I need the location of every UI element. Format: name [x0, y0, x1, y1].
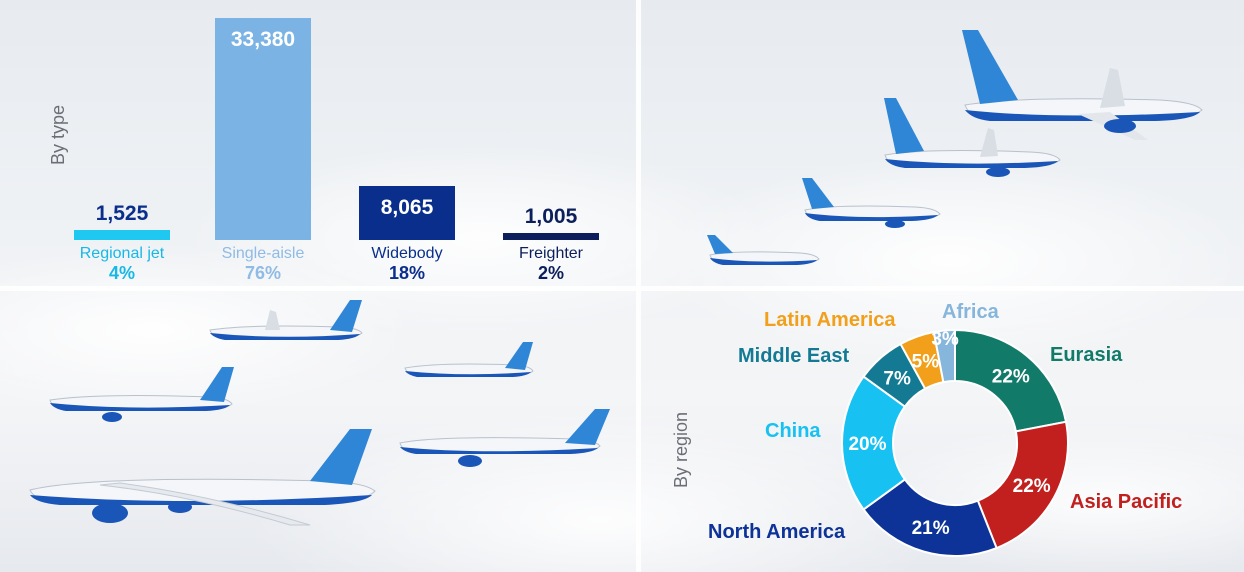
- region-label-north-america: North America: [708, 521, 846, 543]
- slice-china: [841, 375, 907, 511]
- bar-regional-jet: [74, 230, 170, 240]
- category-label: Single-aisle: [221, 245, 305, 262]
- widebody-planes-icon: [29, 300, 610, 526]
- by-region-axis-title: By region: [671, 411, 691, 488]
- slice-percent-label: 22%: [992, 367, 1030, 388]
- 737-max-planes-icon: [707, 30, 1203, 265]
- region-label-africa: Africa: [942, 301, 999, 323]
- bar-value-label: 1,005: [524, 205, 578, 228]
- plane-737-mid: [884, 98, 1061, 177]
- category-label: Widebody: [371, 245, 443, 262]
- bar-value-label: 1,525: [95, 202, 149, 225]
- category-percent-label: 4%: [108, 263, 135, 283]
- plane-737-large: [962, 30, 1203, 140]
- plane-787-left: [49, 367, 234, 422]
- slice-africa: [932, 328, 956, 384]
- category-percent-label: 2%: [537, 263, 564, 283]
- bar-widebody: [359, 186, 455, 240]
- category-percent-label: 18%: [388, 263, 426, 283]
- slice-percent-label: 5%: [912, 352, 940, 373]
- region-label-middle-east: Middle East: [738, 345, 850, 367]
- category-label: Regional jet: [79, 245, 165, 262]
- quadrant-divider-horizontal: [0, 286, 1244, 291]
- plane-737-small: [802, 178, 941, 228]
- slice-percent-label: 20%: [848, 434, 886, 455]
- plane-737-tiny: [707, 235, 820, 265]
- plane-787-right: [404, 342, 534, 377]
- slice-percent-label: 21%: [912, 518, 950, 539]
- by-region-donut-chart: 22% 22% 21% 20% 7%5%3%: [841, 328, 1069, 557]
- region-label-china: China: [765, 420, 821, 442]
- bar-freighter: [503, 233, 599, 240]
- bar-value-label: 33,380: [230, 28, 296, 51]
- category-percent-label: 76%: [244, 263, 282, 283]
- region-label-asia-pacific: Asia Pacific: [1070, 491, 1183, 513]
- plane-777-right: [399, 409, 610, 467]
- slice-percent-label: 7%: [883, 368, 911, 389]
- slice-percent-label: 3%: [931, 329, 959, 350]
- slice-percent-label: 22%: [1013, 476, 1051, 497]
- bar-single-aisle: [215, 18, 311, 240]
- category-label: Freighter: [518, 245, 584, 262]
- plane-777x-front: [29, 429, 376, 526]
- region-label-eurasia: Eurasia: [1050, 344, 1123, 366]
- by-type-axis-title: By type: [48, 104, 68, 165]
- plane-787-top: [209, 300, 363, 340]
- bar-value-label: 8,065: [380, 196, 434, 219]
- region-label-latin-america: Latin America: [764, 309, 896, 331]
